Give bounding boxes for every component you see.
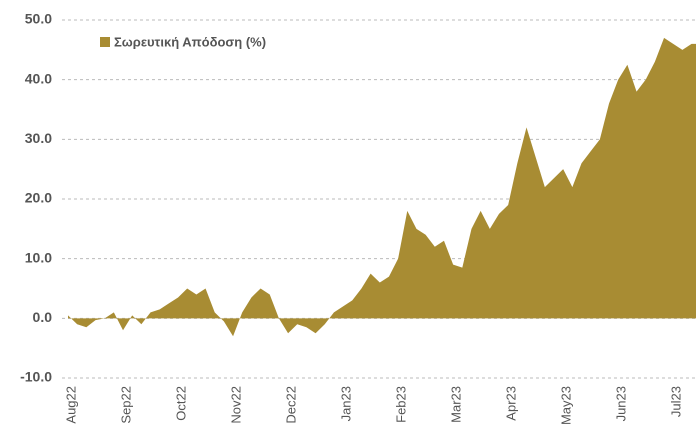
x-tick-label: Apr23 (504, 386, 519, 421)
y-tick-label: -10.0 (20, 369, 52, 385)
y-tick-label: 10.0 (25, 249, 52, 265)
x-tick-label: Jul23 (669, 386, 684, 417)
x-tick-label: Sep22 (118, 386, 133, 424)
y-tick-label: 30.0 (25, 130, 52, 146)
x-tick-label: Jan23 (339, 386, 354, 421)
area (68, 37, 696, 337)
y-tick-label: 40.0 (25, 70, 52, 86)
legend-swatch (100, 37, 110, 47)
x-tick-label: Dec22 (284, 386, 299, 424)
x-tick-label: Jun23 (614, 386, 629, 421)
legend-label: Σωρευτική Απόδοση (%) (114, 34, 266, 49)
y-tick-label: 0.0 (33, 309, 53, 325)
x-tick-label: Mar23 (449, 386, 464, 423)
x-tick-label: Nov22 (228, 386, 243, 424)
x-tick-label: Aug22 (63, 386, 78, 424)
y-tick-label: 50.0 (25, 11, 52, 27)
x-tick-label: May23 (559, 386, 574, 425)
x-tick-label: Oct22 (173, 386, 188, 421)
x-tick-label: Feb23 (394, 386, 409, 423)
y-tick-label: 20.0 (25, 190, 52, 206)
